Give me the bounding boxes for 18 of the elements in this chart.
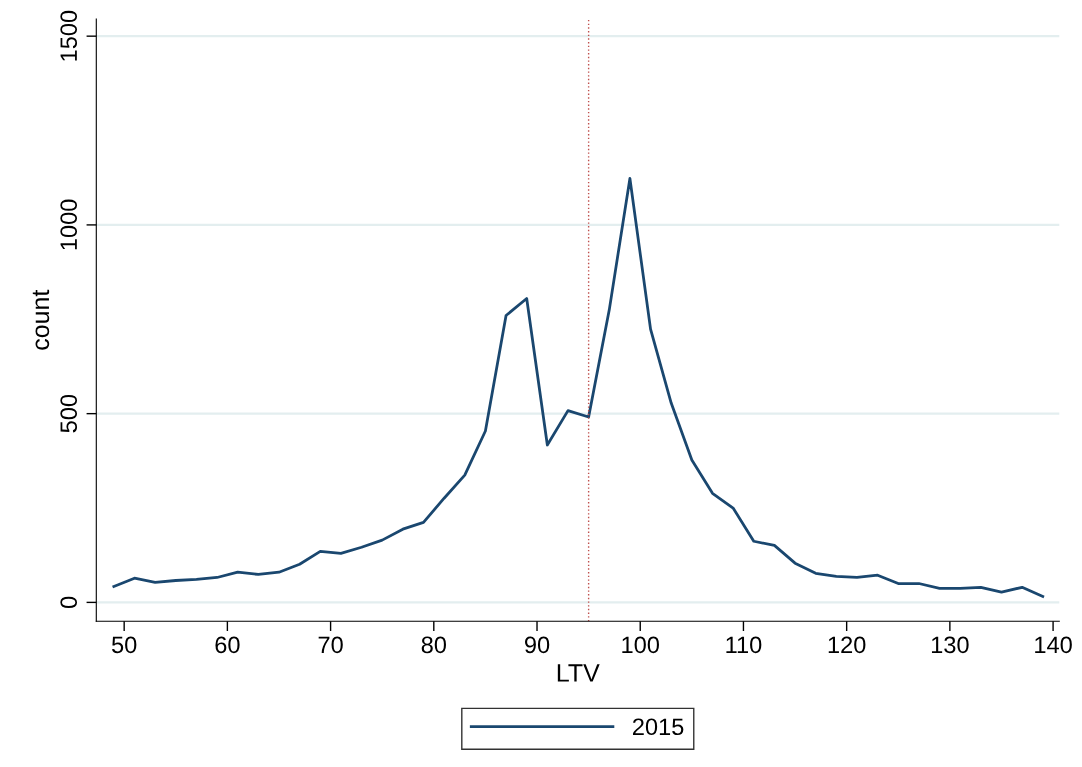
y-axis-title: count	[32, 289, 50, 350]
x-tick-label: 130	[931, 636, 969, 654]
text: 2015	[632, 718, 684, 736]
x-tick-label: 60	[215, 636, 240, 654]
y-tick-label: 1500	[60, 10, 78, 61]
x-tick-label: 50	[111, 636, 137, 654]
y-tick-label: 500	[60, 394, 78, 433]
x-tick-label: 90	[525, 636, 550, 654]
y-tick-label: 0	[60, 596, 78, 609]
x-tick-label: 70	[318, 636, 343, 654]
x-tick-label: 140	[1035, 636, 1072, 654]
line-series	[112, 177, 1045, 598]
x-tick-label: 80	[421, 636, 447, 654]
x-tick-label: 120	[828, 636, 866, 654]
x-tick-label: 110	[726, 636, 762, 654]
y-tick-label: 1000	[60, 199, 78, 250]
x-tick-label: 100	[622, 636, 660, 654]
x-axis-title: LTV	[557, 664, 600, 682]
